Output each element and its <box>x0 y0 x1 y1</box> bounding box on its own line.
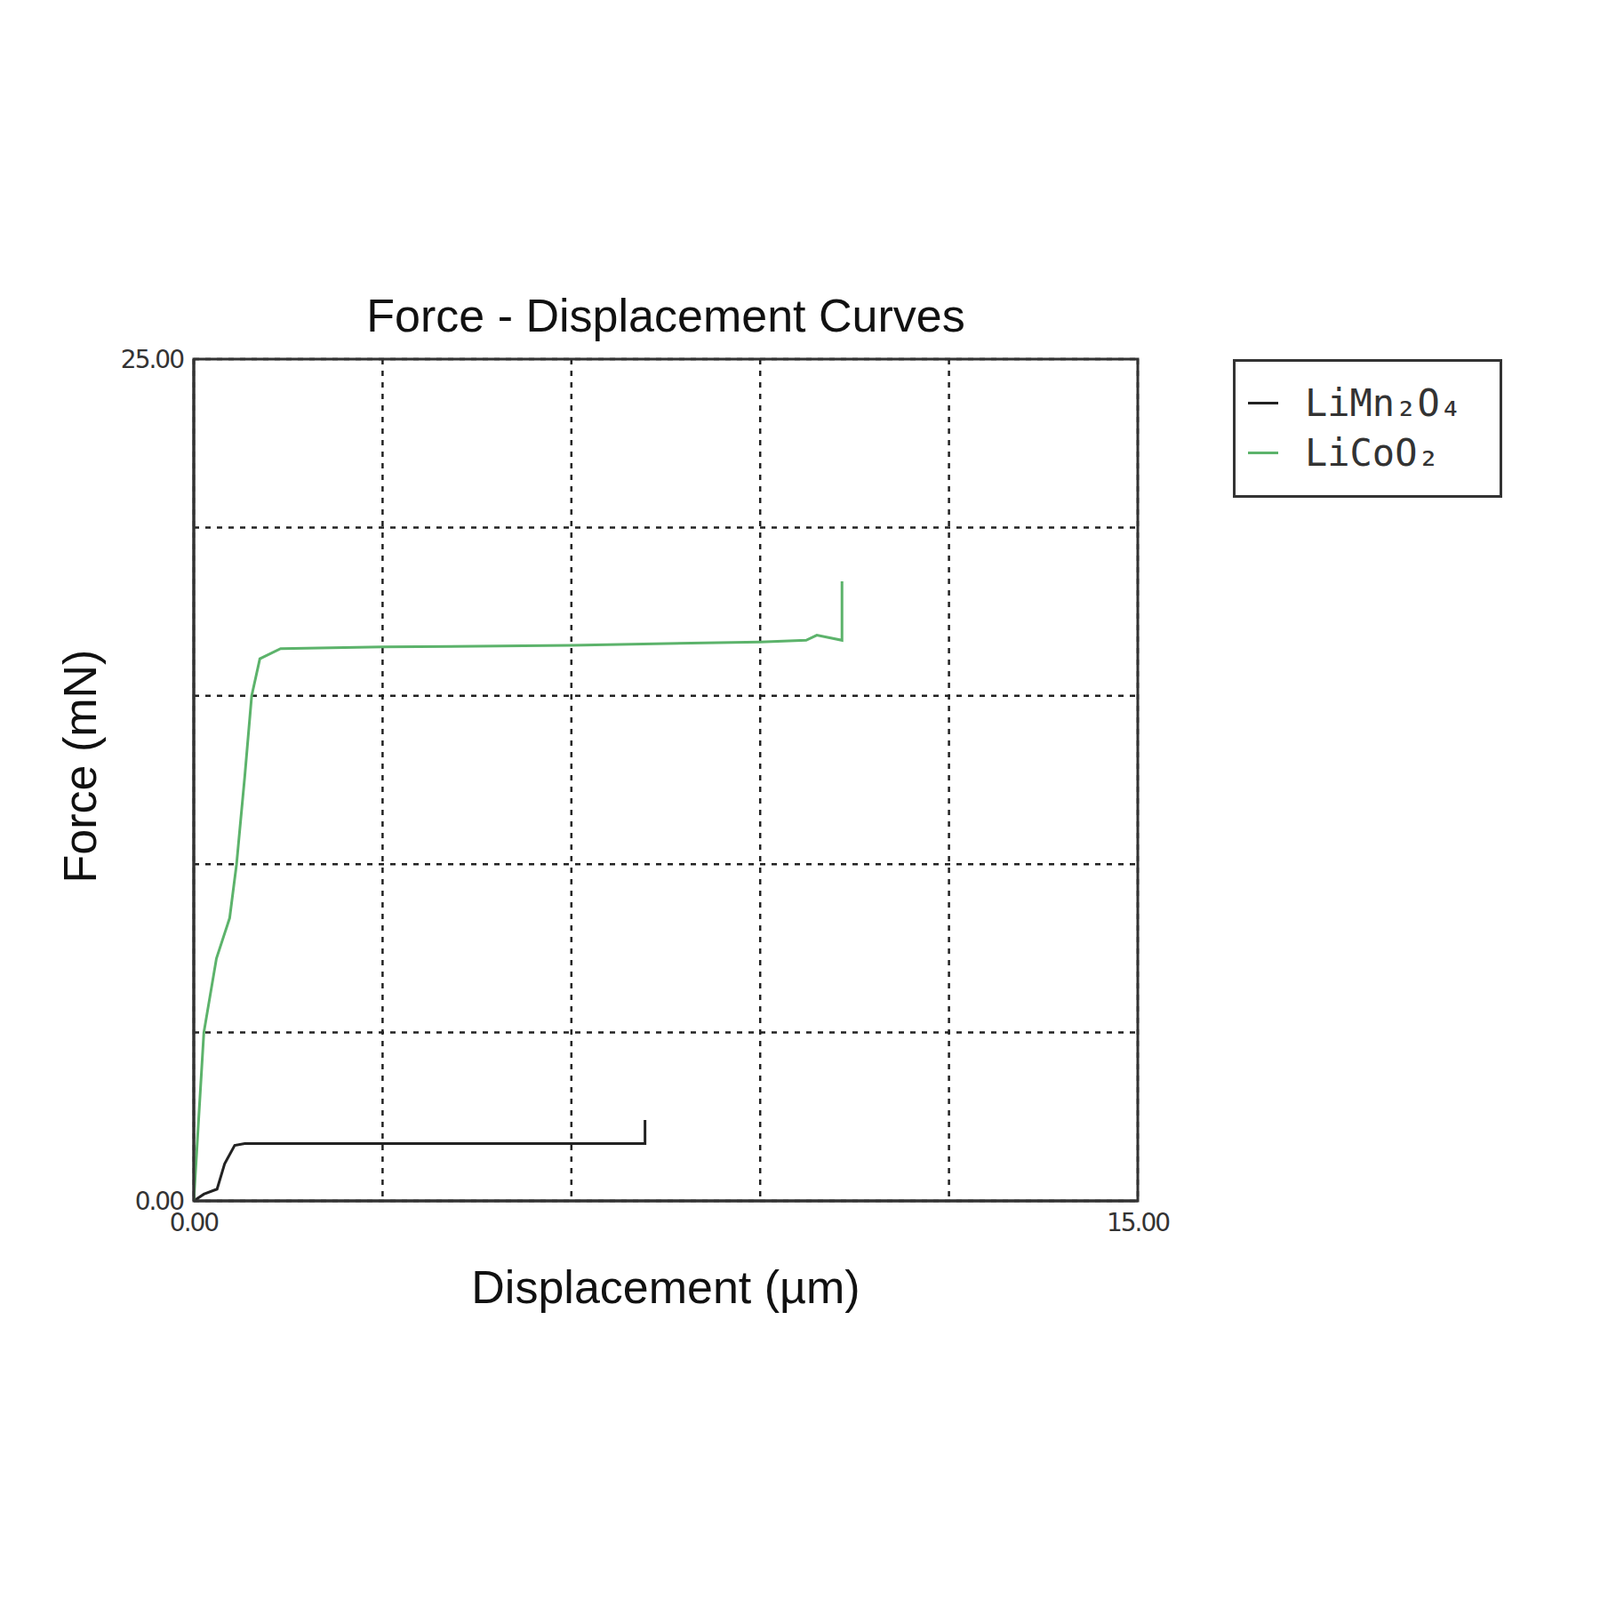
html-text:LiCoO₂: LiCoO₂ <box>1304 430 1440 475</box>
html-text:LiMn₂O₄: LiMn₂O₄ <box>1304 380 1463 425</box>
html-text:Force - Displacement Curves: Force - Displacement Curves <box>366 289 966 342</box>
svg-text:25.00: 25.00 <box>120 344 184 375</box>
svg-text:0.00: 0.00 <box>135 1186 184 1216</box>
html-text:Force (mN): Force (mN) <box>54 649 106 884</box>
svg-text:0.00: 0.00 <box>169 1207 218 1238</box>
html-text:Displacement (µm): Displacement (µm) <box>471 1261 861 1313</box>
svg-text:15.00: 15.00 <box>1106 1208 1169 1238</box>
